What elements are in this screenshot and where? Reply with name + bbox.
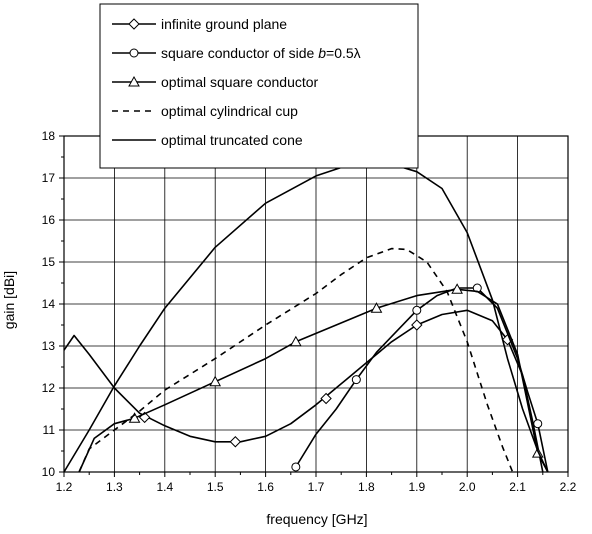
data-marker — [289, 335, 302, 347]
grid — [64, 136, 568, 472]
x-tick-label: 1.2 — [56, 480, 73, 494]
series-1 — [63, 309, 544, 473]
series-line — [63, 309, 544, 473]
data-marker — [229, 436, 242, 448]
x-tick-label: 1.3 — [106, 480, 123, 494]
legend-label-3: optimal square conductor — [161, 74, 319, 90]
x-tick-label: 2.2 — [560, 480, 577, 494]
data-marker — [533, 419, 543, 429]
x-tick-label: 1.7 — [308, 480, 325, 494]
data-marker — [451, 283, 463, 294]
y-tick-label: 15 — [42, 255, 56, 269]
legend-label-4: optimal cylindrical cup — [161, 103, 298, 119]
legend-marker-1 — [128, 18, 140, 30]
x-axis-label: frequency [GHz] — [266, 511, 367, 527]
series-5 — [63, 163, 549, 473]
series-layer — [63, 163, 549, 473]
data-marker — [291, 462, 301, 472]
y-axis-label: gain [dBi] — [1, 271, 17, 329]
series-line — [295, 287, 549, 473]
x-tick-label: 1.6 — [257, 480, 274, 494]
data-marker — [370, 302, 383, 313]
x-tick-label: 2.0 — [459, 480, 476, 494]
y-tick-label: 13 — [42, 339, 56, 353]
ticks — [59, 135, 569, 477]
x-tick-label: 1.5 — [207, 480, 224, 494]
series-3 — [78, 283, 549, 473]
y-tick-label: 12 — [42, 381, 56, 395]
y-tick-label: 17 — [42, 171, 56, 185]
series-line — [78, 288, 549, 473]
y-tick-label: 16 — [42, 213, 56, 227]
data-marker — [209, 375, 222, 387]
legend-marker-3 — [128, 75, 140, 87]
y-tick-label: 18 — [42, 129, 56, 143]
series-line — [78, 247, 514, 473]
data-marker — [412, 305, 422, 315]
data-marker — [320, 392, 332, 405]
legend-marker-2 — [129, 48, 139, 58]
y-tick-label: 10 — [42, 465, 56, 479]
x-tick-label: 1.4 — [156, 480, 173, 494]
x-tick-label: 1.9 — [408, 480, 425, 494]
series-4 — [78, 247, 514, 473]
x-tick-label: 2.1 — [509, 480, 526, 494]
y-tick-label: 11 — [43, 423, 56, 437]
series-2 — [291, 283, 549, 473]
legend: infinite ground plane square conductor of… — [99, 3, 419, 169]
series-line — [63, 163, 549, 473]
x-tick-label: 1.8 — [358, 480, 375, 494]
data-marker — [411, 319, 423, 331]
legend-label-5: optimal truncated cone — [161, 132, 303, 148]
tick-labels: 1.2 1.3 1.4 1.5 1.6 1.7 1.8 1.9 2.0 2.1 2.2 10 11 12 1… — [42, 129, 577, 494]
data-marker — [351, 375, 361, 385]
legend-label-2: square conductor of side b=0.5λ — [161, 45, 361, 61]
y-tick-label: 14 — [42, 297, 56, 311]
legend-label-1: infinite ground plane — [161, 16, 287, 32]
